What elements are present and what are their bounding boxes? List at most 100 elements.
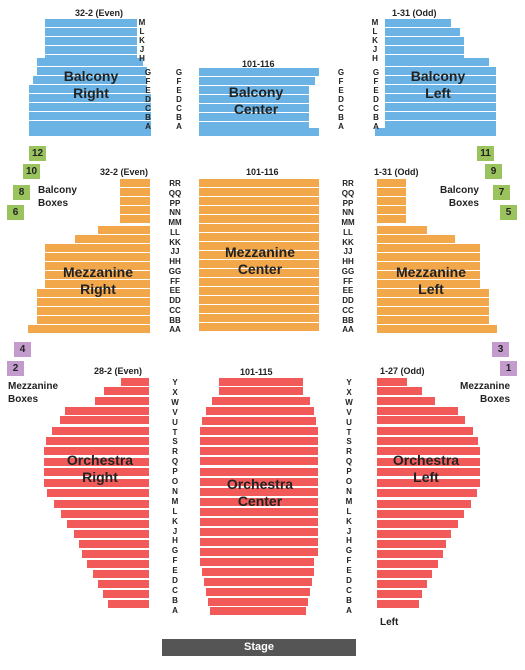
orchestra-center-row[interactable]: [200, 427, 318, 435]
balcony-left-row[interactable]: [385, 85, 496, 93]
mezzanine-box-4[interactable]: 4: [14, 342, 31, 357]
orchestra-right-row[interactable]: [82, 550, 149, 558]
balcony-right-row[interactable]: [33, 76, 146, 84]
balcony-right-row[interactable]: [45, 19, 137, 27]
mezzanine-right-row[interactable]: [120, 206, 150, 214]
balcony-box-5[interactable]: 5: [500, 205, 517, 220]
orchestra-center-row[interactable]: [200, 468, 318, 476]
orchestra-center-row[interactable]: [200, 538, 318, 546]
orchestra-left-row[interactable]: [377, 580, 427, 588]
balcony-box-6[interactable]: 6: [7, 205, 24, 220]
orchestra-right-row[interactable]: [60, 416, 149, 424]
mezzanine-left-row[interactable]: [377, 188, 406, 196]
orchestra-center-row[interactable]: [202, 568, 314, 576]
mezzanine-left-row[interactable]: [377, 179, 406, 187]
mezzanine-left-row[interactable]: [377, 215, 406, 223]
orchestra-left-row[interactable]: [377, 560, 438, 568]
mezzanine-box-2[interactable]: 2: [7, 361, 24, 376]
orchestra-right-row[interactable]: [54, 500, 149, 508]
mezzanine-center-row[interactable]: [199, 224, 319, 232]
orchestra-left-row[interactable]: [377, 447, 480, 455]
orchestra-center-row[interactable]: [200, 478, 318, 486]
orchestra-right-row[interactable]: [46, 437, 149, 445]
orchestra-center-row[interactable]: [200, 488, 318, 496]
mezzanine-center-row[interactable]: [199, 323, 319, 331]
mezzanine-left-row[interactable]: [377, 262, 480, 270]
orchestra-center-row[interactable]: [200, 437, 318, 445]
mezzanine-center-row[interactable]: [199, 287, 319, 295]
balcony-box-10[interactable]: 10: [23, 164, 40, 179]
mezzanine-right-row[interactable]: [120, 215, 150, 223]
mezzanine-right-row[interactable]: [75, 235, 150, 243]
orchestra-right-row[interactable]: [108, 600, 149, 608]
orchestra-left-row[interactable]: [377, 378, 407, 386]
mezzanine-center-row[interactable]: [199, 260, 319, 268]
balcony-left-row[interactable]: [385, 46, 464, 54]
orchestra-center-row[interactable]: [200, 498, 318, 506]
orchestra-left-row[interactable]: [377, 458, 480, 466]
orchestra-center-row[interactable]: [200, 558, 314, 566]
orchestra-center-row[interactable]: [206, 407, 314, 415]
balcony-box-11[interactable]: 11: [477, 146, 494, 161]
orchestra-right-row[interactable]: [44, 447, 149, 455]
balcony-right-row[interactable]: [45, 46, 137, 54]
balcony-center-row[interactable]: [199, 128, 319, 136]
mezzanine-center-row[interactable]: [199, 215, 319, 223]
mezzanine-right-row[interactable]: [120, 197, 150, 205]
orchestra-right-row[interactable]: [47, 489, 149, 497]
mezzanine-left-row[interactable]: [377, 271, 480, 279]
orchestra-right-row[interactable]: [95, 397, 149, 405]
mezzanine-right-row[interactable]: [37, 289, 150, 297]
balcony-center-row[interactable]: [199, 68, 319, 76]
orchestra-left-row[interactable]: [377, 540, 446, 548]
balcony-right-row[interactable]: [37, 67, 147, 75]
orchestra-right-row[interactable]: [98, 580, 149, 588]
balcony-left-row[interactable]: [385, 76, 496, 84]
balcony-center-row[interactable]: [199, 113, 309, 121]
mezzanine-left-row[interactable]: [377, 289, 489, 297]
orchestra-right-row[interactable]: [52, 427, 149, 435]
balcony-right-row[interactable]: [29, 128, 151, 136]
mezzanine-right-row[interactable]: [37, 307, 150, 315]
orchestra-center-row[interactable]: [219, 378, 303, 386]
orchestra-center-row[interactable]: [210, 607, 306, 615]
orchestra-right-row[interactable]: [104, 387, 149, 395]
balcony-center-row[interactable]: [199, 95, 309, 103]
mezzanine-center-row[interactable]: [199, 314, 319, 322]
balcony-center-row[interactable]: [199, 86, 309, 94]
balcony-left-row[interactable]: [385, 37, 464, 45]
balcony-right-row[interactable]: [29, 121, 151, 129]
mezzanine-left-row[interactable]: [377, 226, 427, 234]
orchestra-right-row[interactable]: [93, 570, 149, 578]
orchestra-center-row[interactable]: [208, 598, 308, 606]
balcony-right-row[interactable]: [37, 58, 143, 66]
mezzanine-right-row[interactable]: [45, 262, 150, 270]
mezzanine-center-row[interactable]: [199, 278, 319, 286]
balcony-right-row[interactable]: [45, 37, 137, 45]
orchestra-center-row[interactable]: [206, 588, 310, 596]
mezzanine-left-row[interactable]: [377, 235, 455, 243]
orchestra-right-row[interactable]: [44, 468, 149, 476]
orchestra-left-row[interactable]: [377, 489, 477, 497]
balcony-left-row[interactable]: [385, 94, 496, 102]
orchestra-right-row[interactable]: [74, 530, 149, 538]
orchestra-right-row[interactable]: [65, 407, 149, 415]
balcony-center-row[interactable]: [199, 122, 309, 130]
balcony-center-row[interactable]: [199, 104, 309, 112]
orchestra-left-row[interactable]: [377, 416, 465, 424]
orchestra-right-row[interactable]: [44, 479, 149, 487]
orchestra-right-row[interactable]: [87, 560, 149, 568]
orchestra-center-row[interactable]: [200, 528, 318, 536]
orchestra-left-row[interactable]: [377, 520, 458, 528]
balcony-box-9[interactable]: 9: [485, 164, 502, 179]
mezzanine-right-row[interactable]: [37, 298, 150, 306]
orchestra-left-row[interactable]: [377, 387, 422, 395]
balcony-left-row[interactable]: [385, 28, 460, 36]
balcony-box-8[interactable]: 8: [13, 185, 30, 200]
orchestra-left-row[interactable]: [377, 479, 480, 487]
orchestra-center-row[interactable]: [200, 447, 318, 455]
mezzanine-center-row[interactable]: [199, 242, 319, 250]
orchestra-left-row[interactable]: [377, 570, 432, 578]
mezzanine-center-row[interactable]: [199, 188, 319, 196]
orchestra-center-row[interactable]: [204, 578, 312, 586]
